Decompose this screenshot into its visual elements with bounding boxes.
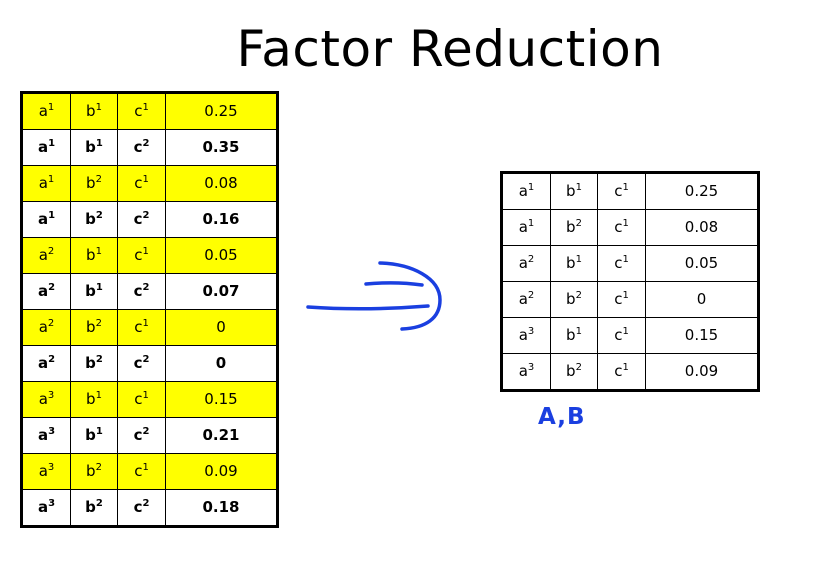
var-b-cell: b2 xyxy=(70,453,118,490)
var-c-cell: c1 xyxy=(597,281,646,318)
var-a-cell: a2 xyxy=(501,245,551,282)
probability-cell: 0.35 xyxy=(165,129,278,166)
var-a-cell: a1 xyxy=(501,172,551,210)
var-b-cell: b1 xyxy=(550,245,598,282)
var-a-cell: a2 xyxy=(21,345,71,382)
table-row: a1 b1 c1 0.25 xyxy=(501,172,759,210)
var-b-cell: b1 xyxy=(70,273,118,310)
probability-cell: 0.08 xyxy=(645,209,759,246)
var-b-cell: b1 xyxy=(70,417,118,454)
table-row: a2 b1 c1 0.05 xyxy=(501,245,759,282)
var-a-cell: a3 xyxy=(21,381,71,418)
table-row: a1 b2 c1 0.08 xyxy=(21,165,278,202)
table-row: a3 b1 c1 0.15 xyxy=(21,381,278,418)
table-row: a2 b1 c2 0.07 xyxy=(21,273,278,310)
table-row: a3 b1 c2 0.21 xyxy=(21,417,278,454)
hand-drawn-arrow-icon xyxy=(306,261,442,331)
var-a-cell: a1 xyxy=(501,209,551,246)
table-row: a3 b2 c1 0.09 xyxy=(501,353,759,391)
var-b-cell: b2 xyxy=(70,309,118,346)
var-b-cell: b1 xyxy=(550,172,598,210)
var-a-cell: a3 xyxy=(21,489,71,527)
probability-cell: 0.05 xyxy=(645,245,759,282)
reduced-variables-label: A,B xyxy=(538,404,586,430)
probability-cell: 0.16 xyxy=(165,201,278,238)
var-b-cell: b1 xyxy=(70,237,118,274)
var-a-cell: a1 xyxy=(21,129,71,166)
probability-cell: 0.18 xyxy=(165,489,278,527)
var-c-cell: c1 xyxy=(597,317,646,354)
probability-cell: 0 xyxy=(165,309,278,346)
var-a-cell: a3 xyxy=(21,417,71,454)
probability-cell: 0.08 xyxy=(165,165,278,202)
table-row: a2 b2 c2 0 xyxy=(21,345,278,382)
table-row: a1 b2 c2 0.16 xyxy=(21,201,278,238)
var-c-cell: c1 xyxy=(117,453,166,490)
probability-cell: 0.25 xyxy=(165,92,278,130)
var-a-cell: a3 xyxy=(501,353,551,391)
probability-cell: 0.09 xyxy=(645,353,759,391)
probability-cell: 0.25 xyxy=(645,172,759,210)
var-b-cell: b1 xyxy=(550,317,598,354)
probability-cell: 0.09 xyxy=(165,453,278,490)
table-row: a2 b2 c1 0 xyxy=(501,281,759,318)
var-c-cell: c1 xyxy=(117,381,166,418)
var-b-cell: b2 xyxy=(70,165,118,202)
var-b-cell: b1 xyxy=(70,381,118,418)
var-a-cell: a2 xyxy=(21,273,71,310)
table-row: a2 b1 c1 0.05 xyxy=(21,237,278,274)
var-b-cell: b2 xyxy=(550,353,598,391)
var-a-cell: a2 xyxy=(21,309,71,346)
original-factor-table: a1 b1 c1 0.25 a1 b1 c2 0.35 a1 b2 c1 0.08 a1 b2 c2 0.16… xyxy=(20,91,279,528)
var-b-cell: b2 xyxy=(550,209,598,246)
var-c-cell: c1 xyxy=(117,92,166,130)
page-title: Factor Reduction xyxy=(236,20,664,78)
var-b-cell: b1 xyxy=(70,129,118,166)
var-a-cell: a1 xyxy=(21,92,71,130)
var-c-cell: c2 xyxy=(117,345,166,382)
var-a-cell: a1 xyxy=(21,201,71,238)
probability-cell: 0.05 xyxy=(165,237,278,274)
var-b-cell: b2 xyxy=(550,281,598,318)
var-a-cell: a3 xyxy=(21,453,71,490)
table-row: a3 b1 c1 0.15 xyxy=(501,317,759,354)
reduced-factor-table: a1 b1 c1 0.25 a1 b2 c1 0.08 a2 b1 c1 0.05 a2 b2 c1 0 a3 b… xyxy=(500,171,760,392)
var-c-cell: c2 xyxy=(117,129,166,166)
var-a-cell: a1 xyxy=(21,165,71,202)
var-c-cell: c2 xyxy=(117,201,166,238)
var-c-cell: c1 xyxy=(117,165,166,202)
probability-cell: 0.15 xyxy=(645,317,759,354)
var-c-cell: c2 xyxy=(117,273,166,310)
probability-cell: 0 xyxy=(165,345,278,382)
table-row: a1 b1 c2 0.35 xyxy=(21,129,278,166)
var-c-cell: c1 xyxy=(597,172,646,210)
probability-cell: 0.07 xyxy=(165,273,278,310)
var-c-cell: c2 xyxy=(117,489,166,527)
var-c-cell: c2 xyxy=(117,417,166,454)
probability-cell: 0.21 xyxy=(165,417,278,454)
var-b-cell: b2 xyxy=(70,201,118,238)
var-b-cell: b2 xyxy=(70,345,118,382)
var-c-cell: c1 xyxy=(597,209,646,246)
var-c-cell: c1 xyxy=(117,309,166,346)
var-b-cell: b2 xyxy=(70,489,118,527)
table-row: a1 b2 c1 0.08 xyxy=(501,209,759,246)
probability-cell: 0.15 xyxy=(165,381,278,418)
var-c-cell: c1 xyxy=(117,237,166,274)
var-b-cell: b1 xyxy=(70,92,118,130)
table-row: a2 b2 c1 0 xyxy=(21,309,278,346)
table-row: a3 b2 c1 0.09 xyxy=(21,453,278,490)
table-row: a1 b1 c1 0.25 xyxy=(21,92,278,130)
var-a-cell: a3 xyxy=(501,317,551,354)
var-c-cell: c1 xyxy=(597,353,646,391)
table-row: a3 b2 c2 0.18 xyxy=(21,489,278,527)
var-c-cell: c1 xyxy=(597,245,646,282)
probability-cell: 0 xyxy=(645,281,759,318)
var-a-cell: a2 xyxy=(21,237,71,274)
var-a-cell: a2 xyxy=(501,281,551,318)
